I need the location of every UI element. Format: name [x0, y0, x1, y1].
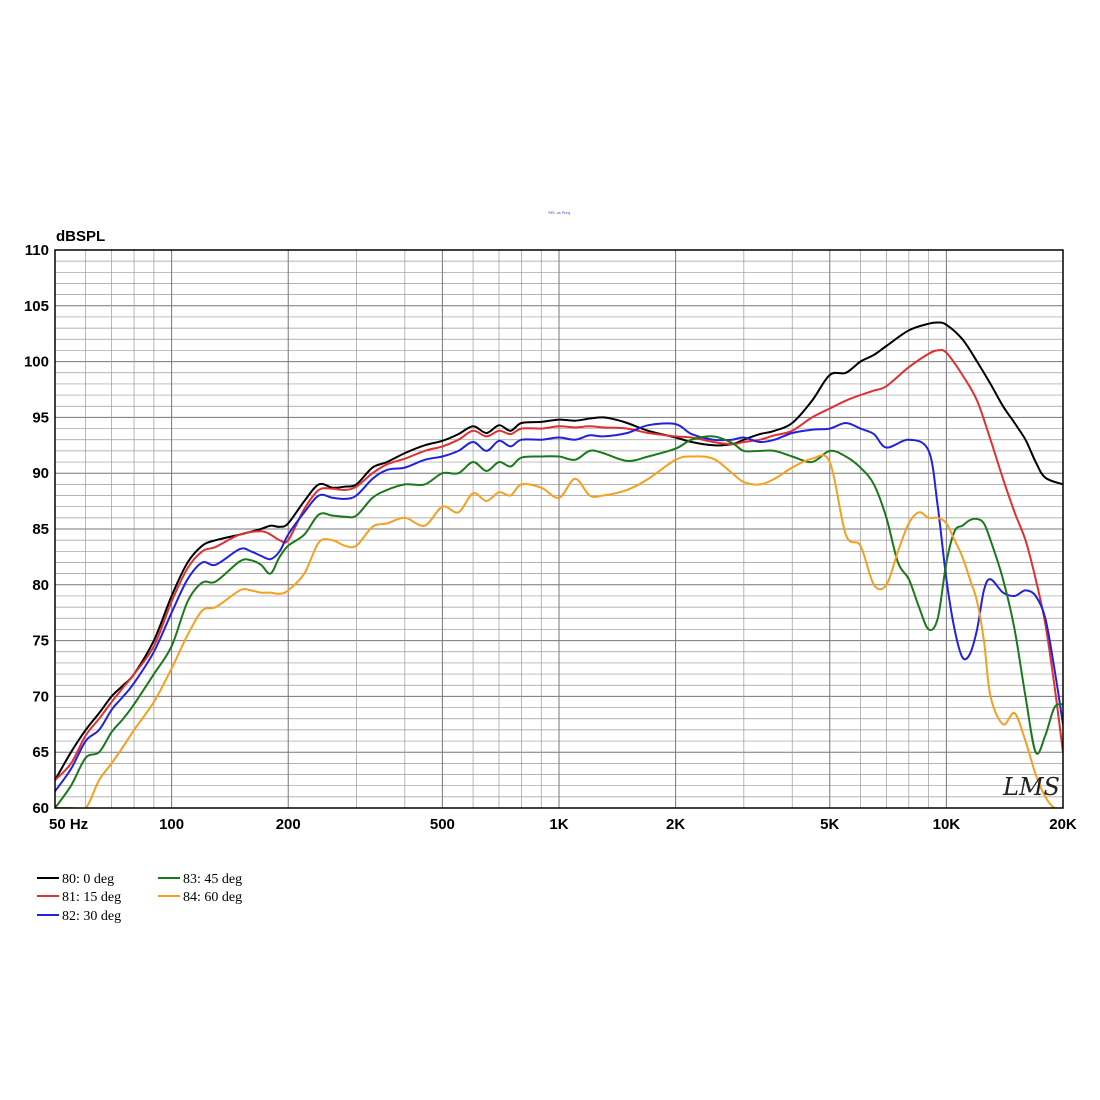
x-tick-label: 2K: [666, 816, 685, 833]
y-tick-label: 60: [32, 800, 49, 817]
x-tick-label: 500: [430, 816, 455, 833]
y-tick-label: 65: [32, 744, 49, 761]
y-tick-label: 85: [32, 521, 49, 538]
y-tick-label: 100: [24, 354, 49, 371]
plot-frame: [54, 249, 1064, 809]
series-line-1: [55, 348, 1063, 782]
legend: 80: 0 deg 81: 15 deg 82: 30 deg 83: 45 deg 8…: [37, 872, 242, 924]
x-tick-label: 20K: [1049, 816, 1077, 833]
chart-title: SPL vs Freq: [548, 210, 570, 215]
y-axis-tick-labels: 60 65 70 75 80 85 90 95 100 105 110: [24, 242, 49, 817]
x-tick-label: 200: [276, 816, 301, 833]
x-tick-label: 100: [159, 816, 184, 833]
legend-label: 80: 0 deg: [62, 872, 114, 887]
y-axis-title: dBSPL: [56, 228, 105, 245]
plot-grid: [54, 249, 1064, 809]
y-tick-label: 110: [25, 242, 49, 259]
legend-label: 82: 30 deg: [62, 909, 121, 924]
y-tick-label: 70: [32, 688, 49, 705]
y-tick-label: 105: [24, 298, 49, 315]
legend-label: 84: 60 deg: [183, 890, 242, 905]
y-tick-label: 75: [32, 633, 49, 650]
series-line-2: [55, 422, 1063, 793]
x-tick-label: 50 Hz: [49, 816, 88, 833]
y-tick-label: 90: [32, 465, 49, 482]
series-line-4: [55, 454, 1063, 808]
legend-label: 83: 45 deg: [183, 872, 242, 887]
y-tick-label: 80: [32, 577, 49, 594]
legend-label: 81: 15 deg: [62, 890, 121, 905]
y-tick-label: 95: [32, 409, 49, 426]
lms-watermark: LMS: [1002, 773, 1060, 801]
series-line-0: [55, 321, 1063, 782]
x-tick-label: 5K: [820, 816, 839, 833]
x-axis-tick-labels: 50 Hz 100 200 500 1K 2K 5K 10K 20K: [49, 816, 1077, 833]
x-tick-label: 10K: [933, 816, 961, 833]
x-tick-label: 1K: [549, 816, 568, 833]
response-curves: [55, 321, 1063, 808]
series-line-3: [55, 435, 1063, 808]
